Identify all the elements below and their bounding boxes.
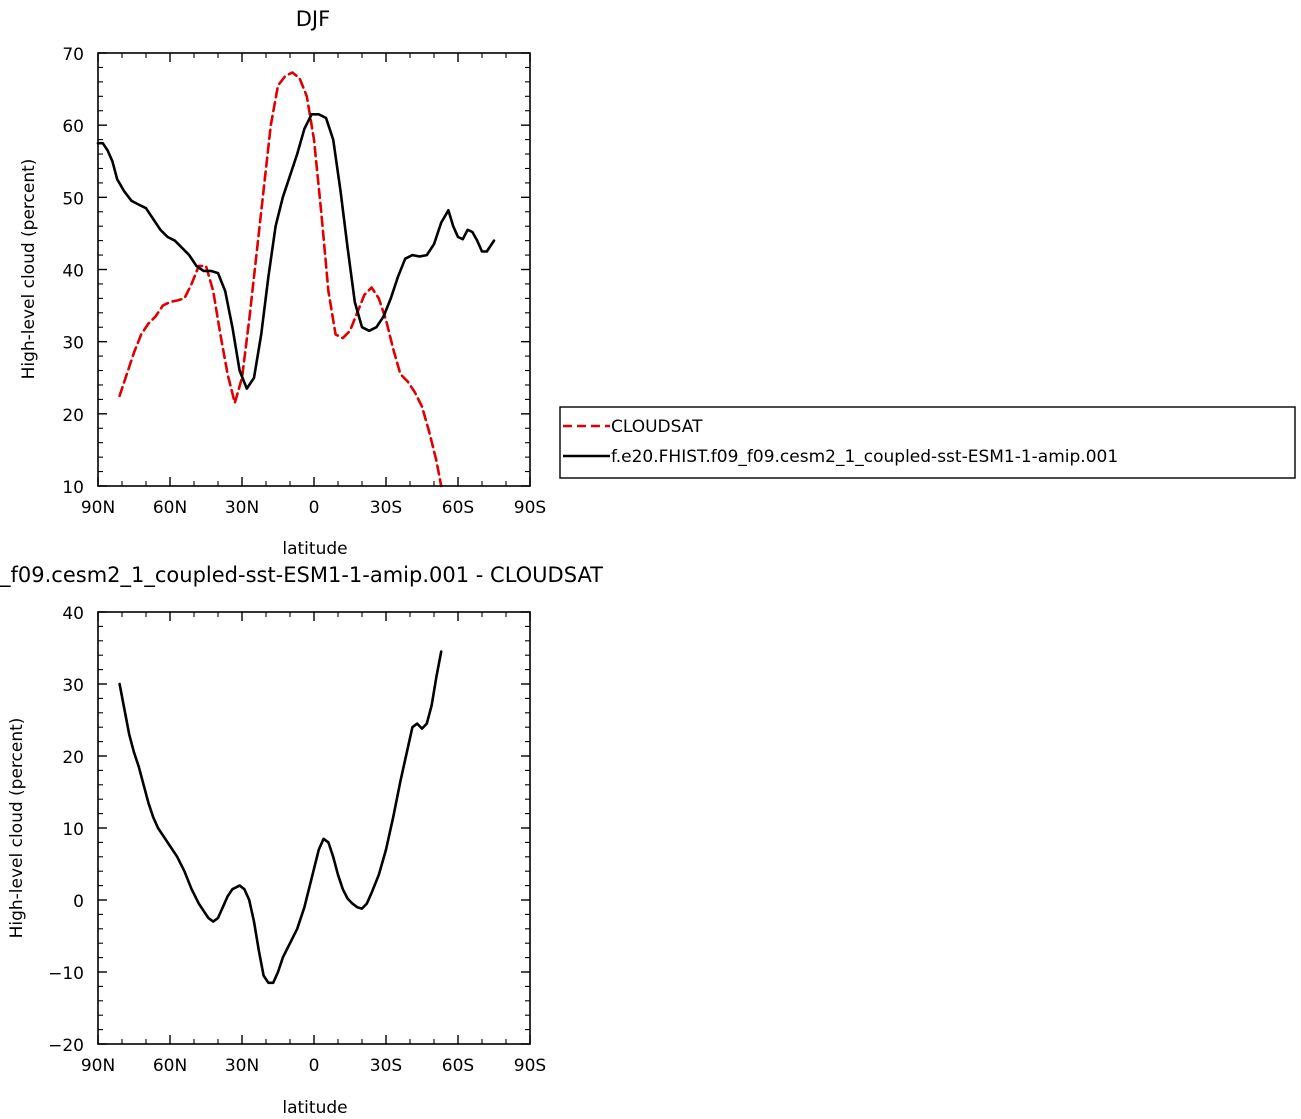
bottom-chart-series [118, 650, 443, 985]
bottom-ytick-label: 20 [62, 748, 84, 768]
top-series-line-0 [118, 71, 443, 488]
bottom-ytick-label: 30 [62, 676, 84, 696]
top-ytick-label: 70 [62, 45, 84, 65]
bottom-chart-xlabel: latitude [282, 1098, 347, 1118]
legend-label-cloudsat: CLOUDSAT [611, 417, 703, 437]
top-chart-axes: 10 20 30 40 50 60 70 90N 60N 30N 0 30S 60S 90S [62, 45, 546, 518]
bottom-chart-ylabel: High-level cloud (percent) [7, 718, 27, 939]
bottom-xtick-label: 90N [81, 1056, 115, 1076]
top-xtick-label: 90N [81, 498, 115, 518]
bottom-chart-panel: _f09.cesm2_1_coupled-sst-ESM1-1-amip.001… [0, 563, 603, 1118]
bottom-series-line-0 [118, 650, 443, 985]
bottom-ytick-label: 0 [73, 892, 84, 912]
top-chart-title: DJF [296, 7, 330, 31]
bottom-xtick-label: 60S [442, 1056, 474, 1076]
bottom-chart-frame [97, 611, 531, 1045]
legend-box [559, 406, 1296, 479]
top-chart-frame [97, 52, 531, 487]
bottom-xtick-label: 60N [153, 1056, 187, 1076]
top-ytick-label: 20 [62, 406, 84, 426]
top-ytick-label: 30 [62, 334, 84, 354]
bottom-chart-title: _f09.cesm2_1_coupled-sst-ESM1-1-amip.001… [0, 563, 603, 588]
top-xtick-label: 0 [309, 498, 320, 518]
bottom-chart-axes: −20 −10 0 10 20 30 40 90N 60N 30N 0 30S 60S 90S [48, 604, 546, 1076]
top-series-line-1 [96, 113, 496, 390]
top-chart-ylabel: High-level cloud (percent) [19, 159, 39, 380]
top-chart-legend: CLOUDSAT f.e20.FHIST.f09_f09.cesm2_1_cou… [559, 406, 1296, 479]
top-ytick-label: 10 [62, 478, 84, 498]
bottom-ytick-label: 10 [62, 820, 84, 840]
top-ytick-label: 60 [62, 117, 84, 137]
bottom-xtick-label: 0 [309, 1056, 320, 1076]
top-xtick-label: 60N [153, 498, 187, 518]
bottom-ytick-label: −10 [48, 964, 84, 984]
top-ytick-label: 50 [62, 189, 84, 209]
top-ytick-label: 40 [62, 262, 84, 282]
top-xtick-label: 60S [442, 498, 474, 518]
bottom-ytick-label: −20 [48, 1036, 84, 1056]
top-xtick-label: 30N [225, 498, 259, 518]
bottom-ytick-label: 40 [62, 604, 84, 624]
bottom-xtick-label: 30N [225, 1056, 259, 1076]
top-xtick-label: 30S [370, 498, 402, 518]
top-chart-panel: DJF 10 20 30 40 50 60 70 90N 60N 30N 0 30S 60S 90S la… [19, 7, 1296, 559]
bottom-xtick-label: 30S [370, 1056, 402, 1076]
top-chart-xlabel: latitude [282, 539, 347, 559]
top-chart-series [96, 71, 496, 488]
bottom-xtick-label: 90S [514, 1056, 546, 1076]
top-xtick-label: 90S [514, 498, 546, 518]
legend-label-model: f.e20.FHIST.f09_f09.cesm2_1_coupled-sst-… [611, 447, 1118, 467]
